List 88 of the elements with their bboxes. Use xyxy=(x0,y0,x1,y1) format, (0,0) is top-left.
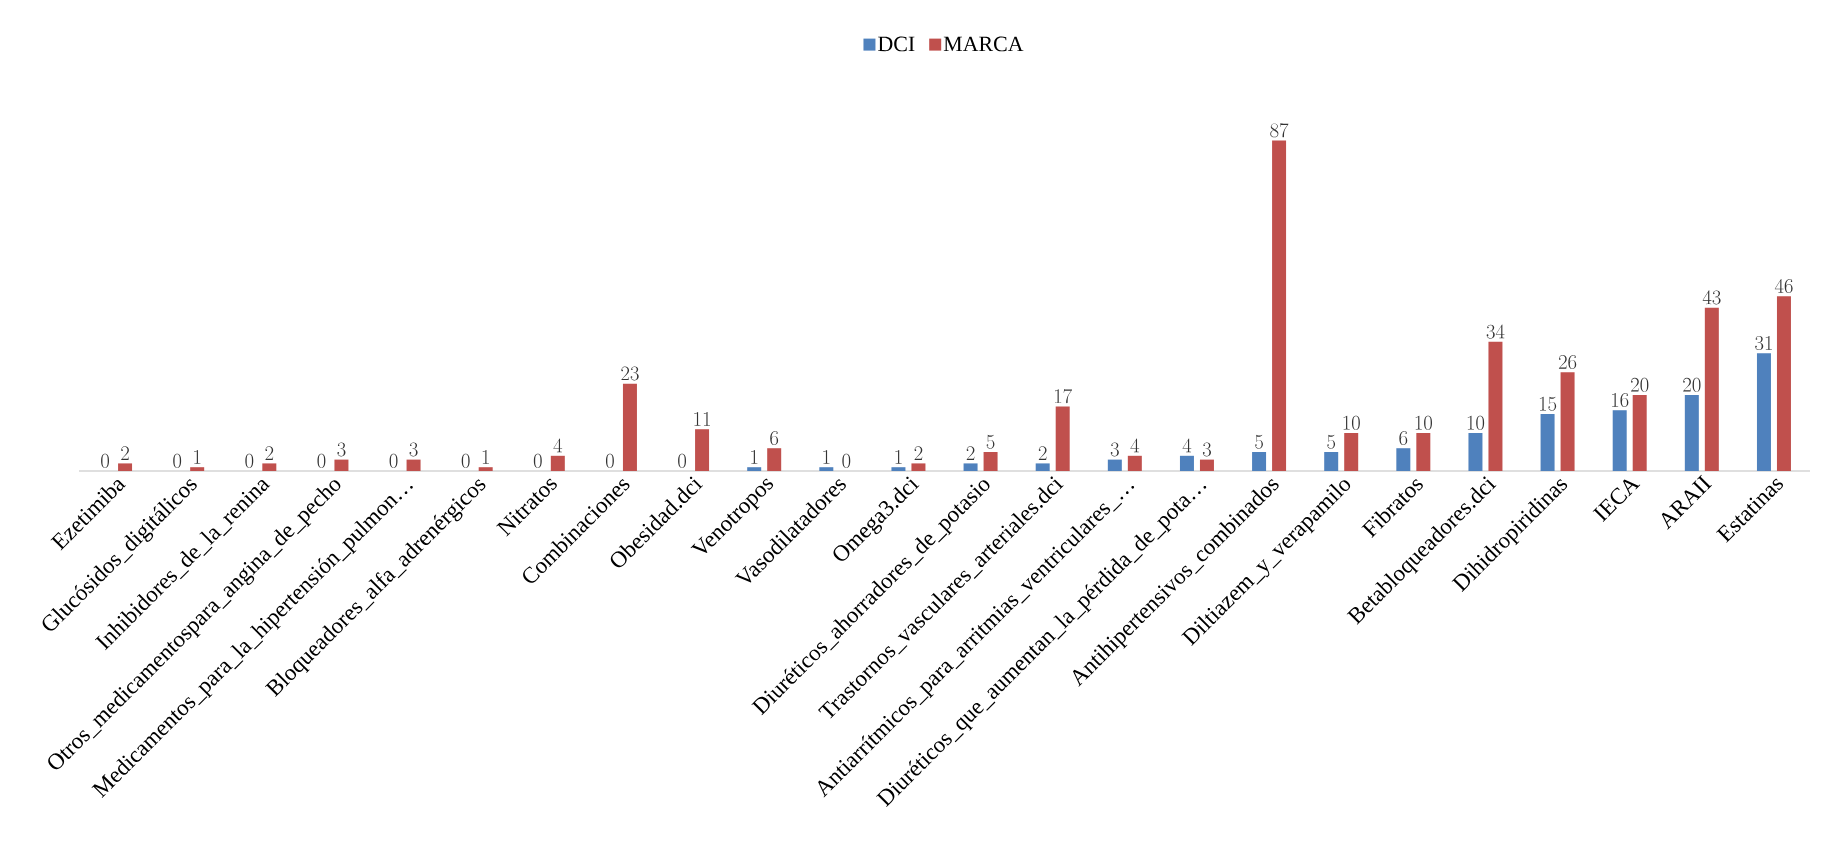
data-label: 0 xyxy=(842,453,851,468)
data-label: 0 xyxy=(605,453,614,468)
bar xyxy=(1416,433,1431,471)
bar xyxy=(622,383,637,471)
data-label: 46 xyxy=(1774,278,1793,294)
data-label: 3 xyxy=(409,442,418,457)
data-label: 26 xyxy=(1558,355,1577,370)
data-label: 0 xyxy=(245,453,254,468)
data-label: 0 xyxy=(678,453,686,468)
bar xyxy=(1560,372,1575,471)
bar xyxy=(478,467,493,471)
data-label: 5 xyxy=(986,434,995,449)
data-label: 10 xyxy=(1343,415,1360,430)
bar xyxy=(1107,459,1122,471)
data-label: 43 xyxy=(1702,290,1721,305)
bar xyxy=(1035,463,1050,471)
data-label: 3 xyxy=(1202,442,1211,457)
data-label: 0 xyxy=(173,453,182,468)
data-label: 5 xyxy=(1255,434,1263,449)
data-label: 0 xyxy=(101,453,109,468)
data-label: 1 xyxy=(895,450,902,464)
bar xyxy=(1756,353,1771,471)
bar xyxy=(1776,296,1791,471)
bar xyxy=(1612,410,1627,471)
data-label: 31 xyxy=(1755,336,1772,351)
data-label: 10 xyxy=(1415,415,1432,430)
bar xyxy=(550,455,565,471)
data-label: 34 xyxy=(1486,324,1505,339)
bar xyxy=(1179,455,1194,471)
data-label: 0 xyxy=(461,453,470,468)
bar xyxy=(1540,414,1555,471)
data-label: 10 xyxy=(1467,415,1485,430)
bar xyxy=(1324,452,1339,471)
bar xyxy=(1396,448,1411,471)
bar xyxy=(1704,307,1719,471)
data-label: 5 xyxy=(1327,434,1336,449)
bar xyxy=(983,452,998,471)
bar xyxy=(1488,341,1503,471)
data-label: 4 xyxy=(1182,438,1192,453)
data-label: 20 xyxy=(1683,377,1701,392)
data-label: 2 xyxy=(1038,446,1047,460)
bar xyxy=(747,467,762,471)
bar xyxy=(963,463,978,471)
data-label: 17 xyxy=(1055,388,1072,404)
bar xyxy=(1252,452,1267,471)
bar xyxy=(1055,406,1070,471)
data-label: 3 xyxy=(1110,442,1119,457)
bar xyxy=(1199,459,1214,471)
data-label: 1 xyxy=(751,450,758,464)
data-label: 87 xyxy=(1270,123,1289,138)
data-label: 2 xyxy=(121,446,129,460)
bar xyxy=(1272,140,1287,471)
legend-label: MARCA xyxy=(943,36,1024,52)
data-label: 15 xyxy=(1539,396,1557,411)
bar xyxy=(819,467,834,471)
data-label: 4 xyxy=(1130,438,1140,453)
bar xyxy=(911,463,926,471)
bar xyxy=(1127,455,1142,471)
data-label: 0 xyxy=(317,453,326,468)
bar xyxy=(1632,395,1647,471)
bar xyxy=(767,448,782,471)
data-label: 11 xyxy=(694,412,710,426)
bar xyxy=(118,463,133,471)
bar xyxy=(262,463,277,471)
bar xyxy=(334,459,349,471)
data-label: 1 xyxy=(194,450,201,464)
bar xyxy=(190,467,205,471)
data-label: 1 xyxy=(482,450,489,464)
bar xyxy=(1344,433,1359,471)
bar xyxy=(695,429,710,471)
data-label: 6 xyxy=(770,431,779,446)
data-label: 3 xyxy=(337,442,346,457)
data-label: 0 xyxy=(533,453,542,468)
bar xyxy=(1684,395,1699,471)
data-label: 16 xyxy=(1612,393,1629,408)
data-label: 2 xyxy=(914,446,923,460)
legend-label: DCI xyxy=(878,36,915,52)
data-label: 2 xyxy=(966,446,975,460)
data-label: 1 xyxy=(823,450,830,464)
data-label: 4 xyxy=(553,438,563,453)
data-label: 20 xyxy=(1631,377,1649,392)
data-label: 6 xyxy=(1399,431,1408,446)
data-label: 23 xyxy=(621,366,639,381)
bar xyxy=(406,459,421,471)
data-label: 2 xyxy=(265,446,274,460)
bar xyxy=(891,467,906,471)
data-label: 0 xyxy=(389,453,398,468)
bar xyxy=(1468,433,1483,471)
